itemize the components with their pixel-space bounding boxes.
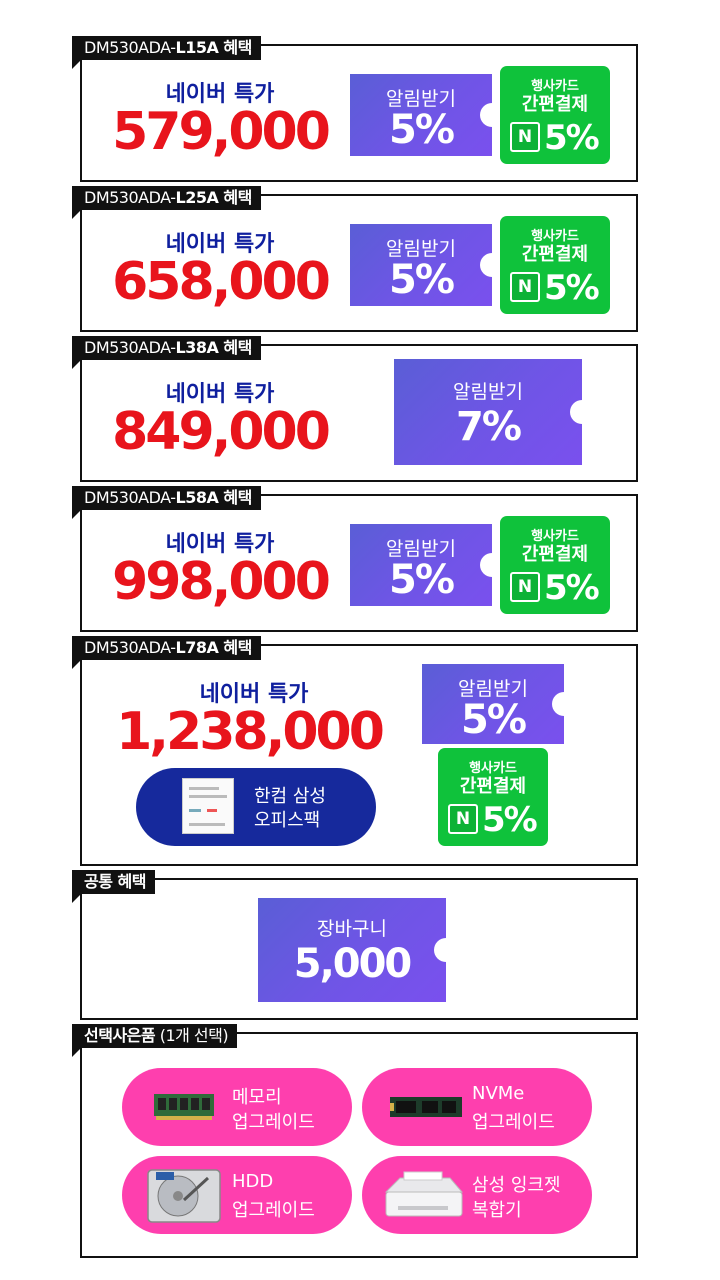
gift-label-2: 업그레이드 xyxy=(472,1112,555,1133)
cart-coupon[interactable]: 장바구니 5,000 xyxy=(258,898,446,1002)
gift-hdd-upgrade[interactable]: HDD 업그레이드 xyxy=(122,1156,352,1234)
alarm-coupon[interactable]: 알림받기 5% xyxy=(350,524,492,606)
inkjet-printer-icon xyxy=(384,1171,464,1217)
model-prefix: DM530ADA- xyxy=(84,188,176,207)
alarm-coupon-pct: 7% xyxy=(456,404,522,450)
model-prefix: DM530ADA- xyxy=(84,638,176,657)
card-label-2: 간편결제 xyxy=(459,776,527,797)
naver-price-label: 네이버 특가 xyxy=(165,82,275,107)
gift-memory-upgrade[interactable]: 메모리 업그레이드 xyxy=(122,1068,352,1146)
naver-price: 998,000 xyxy=(112,552,331,612)
alarm-coupon-pct: 5% xyxy=(389,257,455,303)
coupon-notch xyxy=(480,103,492,127)
model-name: L25A 혜택 xyxy=(175,188,253,207)
coupon-notch xyxy=(480,253,492,277)
card-label-1: 행사카드 xyxy=(531,79,579,94)
alarm-coupon-label: 알림받기 xyxy=(453,381,523,403)
naver-price-label: 네이버 특가 xyxy=(165,532,275,557)
naver-pay-icon: N xyxy=(510,272,540,302)
card-pct: 5% xyxy=(482,800,538,840)
model-prefix: DM530ADA- xyxy=(84,488,176,507)
naver-price-label: 네이버 특가 xyxy=(165,382,275,407)
gift-label-2: 업그레이드 xyxy=(232,1200,315,1221)
naver-pay-icon: N xyxy=(510,122,540,152)
cart-coupon-label: 장바구니 xyxy=(317,918,387,940)
gift-tag-title: 선택사은품 xyxy=(84,1026,156,1045)
model-tag-l58a: DM530ADA-L58A 혜택 xyxy=(72,486,261,519)
alarm-coupon[interactable]: 알림받기 7% xyxy=(394,359,582,465)
cart-coupon-value: 5,000 xyxy=(293,941,413,987)
event-card-badge: 행사카드 간편결제 N 5% xyxy=(500,66,610,164)
model-tag-l78a: DM530ADA-L78A 혜택 xyxy=(72,636,261,669)
model-name: L38A 혜택 xyxy=(175,338,253,357)
card-label-2: 간편결제 xyxy=(521,94,589,115)
gift-label-1: 삼성 잉크젯 xyxy=(472,1175,561,1196)
nvme-ssd-icon xyxy=(390,1097,462,1117)
gift-nvme-upgrade[interactable]: NVMe 업그레이드 xyxy=(362,1068,592,1146)
alarm-coupon[interactable]: 알림받기 5% xyxy=(350,224,492,306)
card-label-2: 간편결제 xyxy=(521,244,589,265)
office-pack-label-1: 한컴 삼성 xyxy=(254,786,326,807)
gift-inkjet-printer[interactable]: 삼성 잉크젯 복합기 xyxy=(362,1156,592,1234)
office-pack-label-2: 오피스팩 xyxy=(254,810,321,831)
event-card-badge: 행사카드 간편결제 N 5% xyxy=(500,216,610,314)
alarm-coupon-label: 알림받기 xyxy=(386,238,456,260)
alarm-coupon-label: 알림받기 xyxy=(386,538,456,560)
coupon-notch xyxy=(480,553,492,577)
card-label-1: 행사카드 xyxy=(531,529,579,544)
card-label-2: 간편결제 xyxy=(521,544,589,565)
alarm-coupon-pct: 5% xyxy=(389,107,455,153)
alarm-coupon[interactable]: 알림받기 5% xyxy=(350,74,492,156)
gift-label-1: HDD xyxy=(232,1171,274,1192)
model-prefix: DM530ADA- xyxy=(84,338,176,357)
model-tag-l15a: DM530ADA-L15A 혜택 xyxy=(72,36,261,69)
alarm-coupon-pct: 5% xyxy=(461,697,527,743)
gift-tag-note: (1개 선택) xyxy=(159,1026,229,1045)
card-label-1: 행사카드 xyxy=(469,761,517,776)
model-name: L15A 혜택 xyxy=(175,38,253,57)
common-benefit-tag: 공통 혜택 xyxy=(72,870,155,903)
model-tag-l38a: DM530ADA-L38A 혜택 xyxy=(72,336,261,369)
card-label-1: 행사카드 xyxy=(531,229,579,244)
naver-price: 579,000 xyxy=(112,102,331,162)
model-name: L78A 혜택 xyxy=(175,638,253,657)
naver-price: 1,238,000 xyxy=(116,702,385,762)
alarm-coupon[interactable]: 알림받기 5% xyxy=(422,664,564,744)
model-name: L58A 혜택 xyxy=(175,488,253,507)
alarm-coupon-label: 알림받기 xyxy=(386,88,456,110)
card-pct: 5% xyxy=(544,568,600,608)
card-pct: 5% xyxy=(544,268,600,308)
naver-price-label: 네이버 특가 xyxy=(199,682,309,707)
naver-pay-icon: N xyxy=(510,572,540,602)
gift-label-1: NVMe xyxy=(472,1083,525,1104)
gift-label-2: 복합기 xyxy=(472,1200,522,1221)
card-pct: 5% xyxy=(544,118,600,158)
office-pack-badge: 한컴 삼성 오피스팩 xyxy=(136,768,376,846)
gift-label-2: 업그레이드 xyxy=(232,1112,315,1133)
naver-price: 658,000 xyxy=(112,252,331,312)
naver-price-label: 네이버 특가 xyxy=(165,232,275,257)
model-tag-l25a: DM530ADA-L25A 혜택 xyxy=(72,186,261,219)
coupon-notch xyxy=(570,400,582,424)
naver-pay-icon: N xyxy=(448,804,478,834)
gift-label-1: 메모리 xyxy=(232,1087,282,1108)
hard-drive-icon xyxy=(147,1169,221,1223)
alarm-coupon-pct: 5% xyxy=(389,557,455,603)
memory-module-icon xyxy=(154,1094,214,1120)
common-benefit-title: 공통 혜택 xyxy=(84,872,146,891)
model-prefix: DM530ADA- xyxy=(84,38,176,57)
coupon-notch xyxy=(434,938,446,962)
alarm-coupon-label: 알림받기 xyxy=(458,678,528,700)
coupon-notch xyxy=(552,692,564,716)
event-card-badge: 행사카드 간편결제 N 5% xyxy=(500,516,610,614)
gift-tag: 선택사은품 (1개 선택) xyxy=(72,1024,238,1057)
naver-price: 849,000 xyxy=(112,402,331,462)
event-card-badge: 행사카드 간편결제 N 5% xyxy=(438,748,548,846)
office-pack-thumbnail xyxy=(182,778,234,834)
